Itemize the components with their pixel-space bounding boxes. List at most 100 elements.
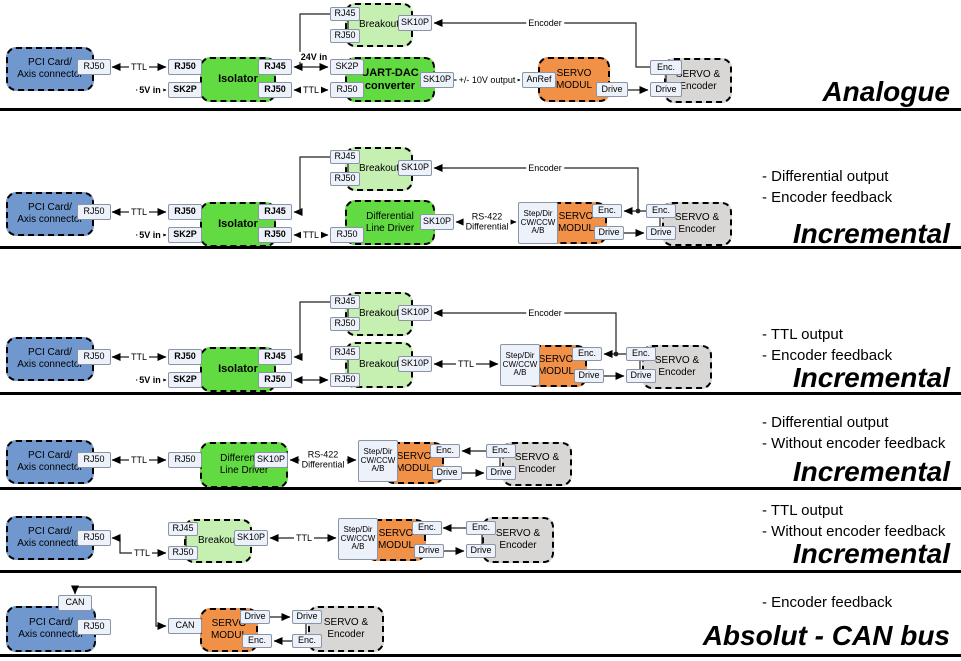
24v-in-label: 24V in <box>298 51 330 63</box>
section-note: - Encoder feedback <box>762 347 893 364</box>
rj50-port: RJ50 <box>330 317 360 331</box>
rj50-port: RJ50 <box>258 227 292 243</box>
section-heading: Absolut - CAN bus <box>702 620 950 651</box>
drive-port: Drive <box>240 610 270 624</box>
drive-port: Drive <box>432 466 462 480</box>
section-heading: Incremental <box>792 538 950 569</box>
section-separator <box>0 570 961 573</box>
section-separator <box>0 487 961 490</box>
section-note: - Differential output <box>762 168 889 185</box>
stepdir-port: Step/Dir CW/CCW A/B <box>518 202 558 244</box>
stepdir-port: Step/Dir CW/CCW A/B <box>500 344 540 386</box>
sk10p-port: SK10P <box>234 530 268 546</box>
section-note: - TTL output <box>762 326 843 343</box>
rj50-port: RJ50 <box>77 204 111 220</box>
encoder-label: Encoder <box>526 162 564 174</box>
5v-in-label: 5V in <box>137 229 163 241</box>
ttl-label: TTL <box>128 351 150 363</box>
enc-port: Enc. <box>242 634 272 648</box>
sk2p-port: SK2P <box>168 82 202 98</box>
rj50-port: RJ50 <box>77 349 111 365</box>
section-note: - TTL output <box>762 502 843 519</box>
enc-port: Enc. <box>412 521 442 535</box>
rj45-port: RJ45 <box>330 150 360 164</box>
rj50-port: RJ50 <box>168 452 202 468</box>
sk2p-port: SK2P <box>168 372 202 388</box>
sk10p-port: SK10P <box>398 15 432 31</box>
section-note: - Without encoder feedback <box>762 435 946 452</box>
can-port: CAN <box>168 618 202 634</box>
sk2p-port: SK2P <box>168 227 202 243</box>
ttl-label: TTL <box>128 206 150 218</box>
ttl-label: TTL <box>131 547 153 559</box>
drive-port: Drive <box>486 466 516 480</box>
enc-port: Enc. <box>292 634 322 648</box>
section-separator <box>0 392 961 395</box>
rj45-port: RJ45 <box>258 59 292 75</box>
rj50-port: RJ50 <box>330 29 360 43</box>
stepdir-port: Step/Dir CW/CCW A/B <box>358 440 398 482</box>
encoder-label: Encoder <box>526 17 564 29</box>
5v-in-label: 5V in <box>137 84 163 96</box>
anref-port: AnRef <box>522 72 556 88</box>
ttl-label: TTL <box>128 61 150 73</box>
section-note: - Encoder feedback <box>762 189 893 206</box>
section-heading: Incremental <box>792 362 950 393</box>
section-separator <box>0 654 961 657</box>
stepdir-port: Step/Dir CW/CCW A/B <box>338 518 378 560</box>
enc-port: Enc. <box>646 204 676 218</box>
drive-port: Drive <box>292 610 322 624</box>
drive-port: Drive <box>650 82 682 97</box>
drive-port: Drive <box>574 369 604 383</box>
rj50-port: RJ50 <box>77 452 111 468</box>
5v-in-label: 5V in <box>137 374 163 386</box>
rj45-port: RJ45 <box>330 346 360 360</box>
enc-port: Enc. <box>572 347 602 361</box>
rj50-port: RJ50 <box>330 373 360 387</box>
sk10p-port: SK10P <box>254 452 288 468</box>
ttl-label: TTL <box>300 84 322 96</box>
rj50-port: RJ50 <box>168 59 202 75</box>
enc-port: Enc. <box>466 521 496 535</box>
enc-port: Enc. <box>626 347 656 361</box>
rj50-port: RJ50 <box>330 82 364 98</box>
drive-port: Drive <box>646 226 676 240</box>
section-separator <box>0 108 961 111</box>
sk2p-port: SK2P <box>330 59 364 75</box>
enc-port: Enc. <box>592 204 622 218</box>
enc-port: Enc. <box>486 444 516 458</box>
drive-port: Drive <box>466 544 496 558</box>
rj50-port: RJ50 <box>258 372 292 388</box>
rj50-port: RJ50 <box>77 530 111 546</box>
section-note: - Without encoder feedback <box>762 523 946 540</box>
rj45-port: RJ45 <box>258 349 292 365</box>
sk10p-port: SK10P <box>420 72 454 88</box>
drive-port: Drive <box>594 226 624 240</box>
section-heading: Analogue <box>822 76 950 107</box>
rj50-port: RJ50 <box>168 204 202 220</box>
sk10p-port: SK10P <box>398 305 432 321</box>
rs422-label: RS-422 Differential <box>299 449 347 471</box>
10v-output-label: +/- 10V output <box>456 74 518 86</box>
drive-port: Drive <box>626 369 656 383</box>
drive-port: Drive <box>414 544 444 558</box>
section-heading: Incremental <box>792 456 950 487</box>
enc-port: Enc. <box>650 60 682 75</box>
rj50-port: RJ50 <box>168 546 198 560</box>
section-separator <box>0 246 961 249</box>
rj50-port: RJ50 <box>330 227 364 243</box>
rj50-port: RJ50 <box>330 172 360 186</box>
ttl-label: TTL <box>300 229 322 241</box>
ttl-label: TTL <box>293 532 315 544</box>
sk10p-port: SK10P <box>420 214 454 230</box>
rj45-port: RJ45 <box>258 204 292 220</box>
enc-port: Enc. <box>430 444 460 458</box>
ttl-label: TTL <box>455 358 477 370</box>
rj50-port: RJ50 <box>77 59 111 75</box>
rj50-port: RJ50 <box>258 82 292 98</box>
rj45-port: RJ45 <box>330 295 360 309</box>
sk10p-port: SK10P <box>398 356 432 372</box>
rj50-port: RJ50 <box>77 619 111 635</box>
sk10p-port: SK10P <box>398 160 432 176</box>
